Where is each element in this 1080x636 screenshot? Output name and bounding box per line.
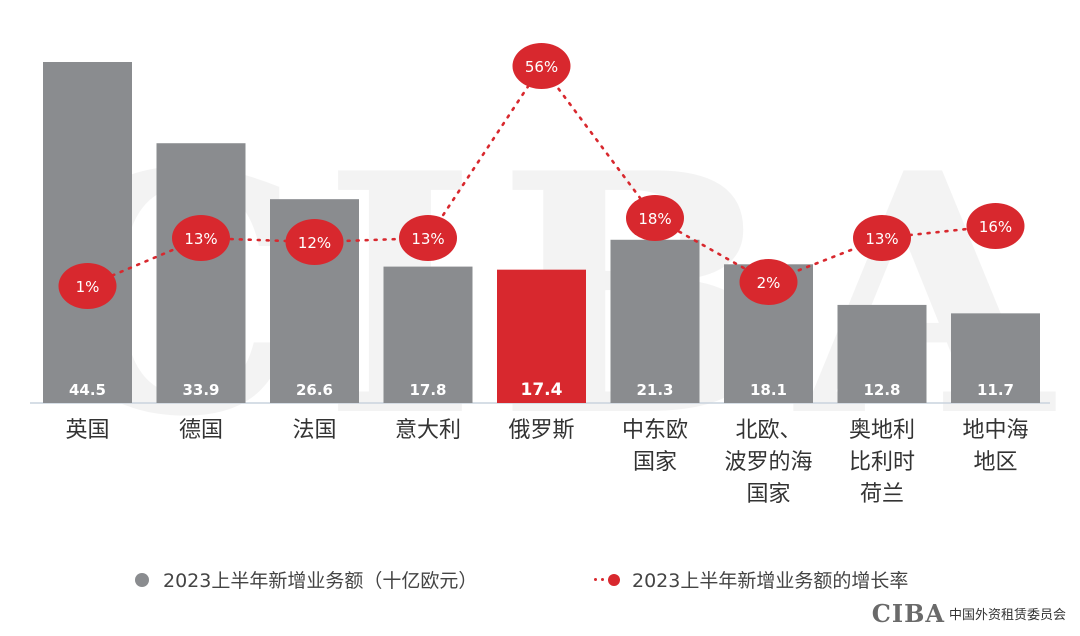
legend-bar-dot-icon	[135, 572, 149, 587]
bar	[610, 239, 700, 403]
bar	[43, 62, 132, 403]
category-label: 意大利	[395, 418, 461, 443]
category-label: 波罗的海	[724, 450, 812, 475]
rate-marker	[512, 43, 571, 89]
legend-item-bar: 2023上半年新增业务额（十亿欧元）	[135, 566, 477, 593]
legend-item-line: 2023上半年新增业务额的增长率	[594, 566, 908, 593]
legend-bar-label: 2023上半年新增业务额（十亿欧元）	[163, 570, 478, 592]
category-label: 俄罗斯	[508, 418, 574, 443]
bar-value-label: 33.9	[182, 381, 219, 399]
category-label: 德国	[179, 418, 223, 443]
category-label: 法国	[292, 418, 336, 443]
rate-label: 13%	[865, 230, 898, 248]
category-label: 中东欧	[622, 418, 688, 443]
category-label: 北欧、	[735, 418, 801, 443]
logo-text: 中国外资租赁委员会	[948, 608, 1066, 623]
legend-line-label: 2023上半年新增业务额的增长率	[632, 570, 909, 592]
rate-marker	[966, 203, 1025, 249]
bar-value-label: 21.3	[636, 381, 673, 399]
bar	[951, 313, 1040, 403]
logo-mark: CIBA	[871, 599, 945, 628]
legend: 2023上半年新增业务额（十亿欧元） 2023上半年新增业务额的增长率	[0, 566, 1080, 596]
bar-value-label: 17.4	[521, 380, 563, 400]
bar-value-label: 18.1	[750, 381, 787, 399]
ciba-logo: CIBA 中国外资租赁委员会	[872, 599, 1066, 628]
bar-value-label: 17.8	[409, 381, 446, 399]
rate-label: 18%	[638, 210, 671, 228]
bar-value-label: 44.5	[69, 381, 106, 399]
category-label: 地中海	[962, 418, 1028, 443]
category-label: 国家	[633, 450, 677, 475]
rate-label: 16%	[979, 218, 1012, 236]
rate-marker	[285, 219, 344, 265]
rate-marker	[399, 215, 457, 261]
rate-label: 2%	[757, 274, 781, 292]
chart: 44.5 33.9 26.6 17.8 17.4 21.3 18.1 12.8 11.7 1% 13…	[30, 43, 1050, 507]
bar-value-label: 11.7	[977, 381, 1014, 399]
category-label: 比利时	[849, 450, 915, 475]
rate-marker	[172, 215, 230, 261]
rate-label: 1%	[76, 278, 100, 296]
bar	[383, 266, 473, 403]
rate-label: 13%	[411, 230, 444, 248]
bar	[156, 143, 246, 403]
category-label: 英国	[65, 418, 109, 443]
rate-label: 12%	[298, 234, 331, 252]
growth-rate-line	[86, 63, 997, 288]
rate-marker	[58, 263, 117, 309]
category-label: 荷兰	[860, 482, 904, 507]
rate-marker	[739, 259, 798, 305]
rate-label: 13%	[184, 230, 217, 248]
legend-dotted-line-icon	[594, 573, 620, 586]
bar	[837, 304, 927, 403]
bar	[497, 269, 586, 403]
bar-value-label: 12.8	[863, 381, 900, 399]
category-label: 国家	[746, 482, 790, 507]
bar-value-label: 26.6	[296, 381, 333, 399]
category-label: 地区	[973, 450, 1017, 475]
category-label: 奥地利	[849, 418, 915, 443]
rate-marker	[626, 195, 684, 241]
rate-label: 56%	[525, 58, 558, 76]
rate-marker	[853, 215, 911, 261]
